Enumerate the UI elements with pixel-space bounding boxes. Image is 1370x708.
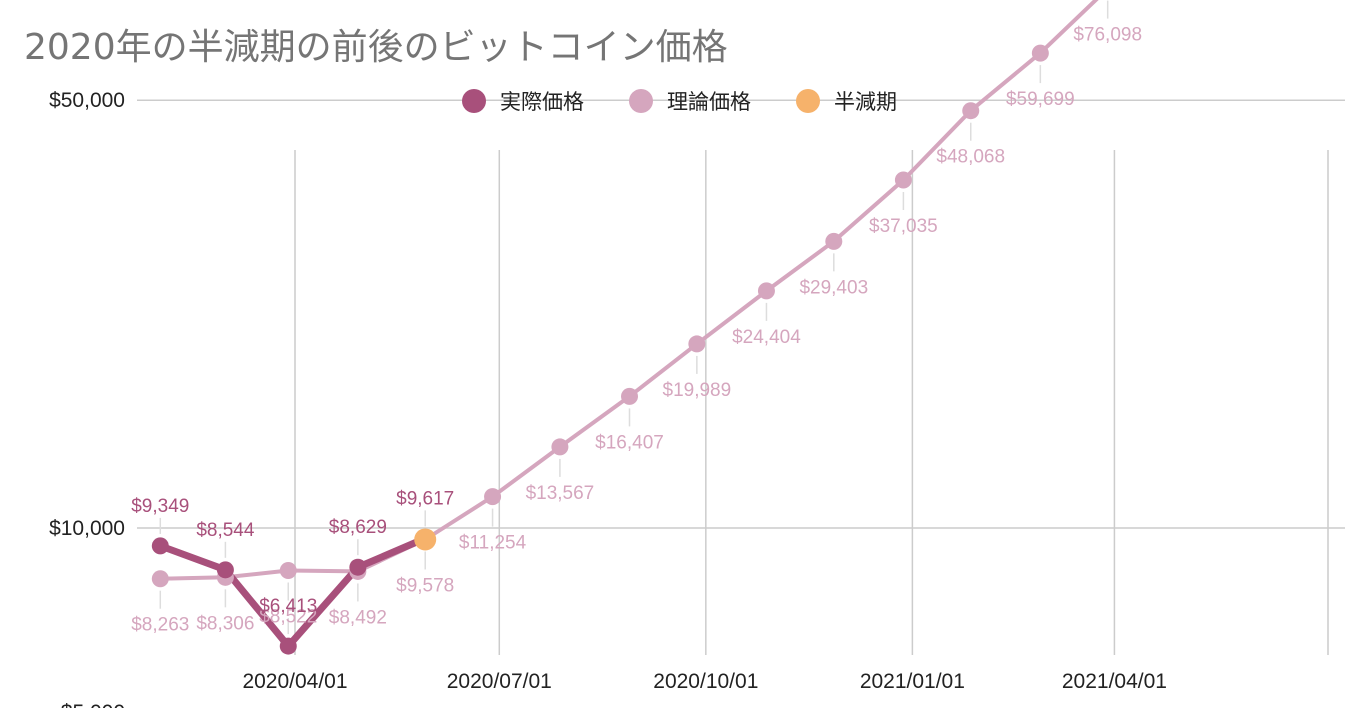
theory-price-point — [1031, 44, 1049, 62]
y-tick-label: $5,000 — [61, 701, 125, 708]
x-tick-label: 2020/10/01 — [653, 670, 758, 693]
theory-price-label: $13,567 — [526, 483, 595, 504]
theory-price-point — [621, 387, 639, 405]
theory-price-label: $24,404 — [732, 327, 801, 348]
legend-marker — [462, 89, 486, 113]
theory-price-label: $19,989 — [663, 380, 732, 401]
actual-price-label: $8,544 — [196, 520, 255, 541]
chart-title: 2020年の半減期の前後のビットコイン価格 — [24, 27, 728, 68]
data-labels: $8,263 $8,306 $8,522 $8,492 $9,578$11,254 $13… — [131, 25, 1142, 636]
theory-price-label: $59,699 — [1006, 89, 1075, 110]
actual-price-point — [216, 561, 234, 579]
theory-price-point — [484, 488, 502, 506]
actual-price-point — [151, 537, 169, 555]
theory-price-label: $37,035 — [869, 216, 938, 237]
legend: 実際価格 理論価格 半減期 — [462, 89, 897, 114]
y-tick-label: $50,000 — [49, 89, 125, 112]
theory-price-point — [279, 562, 297, 580]
legend-marker — [796, 89, 820, 113]
theory-price-point — [962, 102, 980, 120]
actual-price-point — [279, 637, 297, 655]
theory-price-label: $8,522 — [259, 607, 317, 628]
theory-price-label: $8,306 — [196, 613, 254, 634]
x-tick-label: 2020/04/01 — [242, 670, 347, 693]
legend-label: 半減期 — [834, 90, 897, 114]
actual-price-point — [349, 558, 367, 576]
x-tick-label: 2021/01/01 — [860, 670, 965, 693]
theory-price-label: $29,403 — [799, 277, 868, 298]
x-tick-label: 2020/07/01 — [447, 670, 552, 693]
theory-price-point — [757, 282, 775, 300]
halving-point — [414, 528, 437, 551]
y-tick-label: $10,000 — [49, 517, 125, 540]
theory-price-point — [151, 570, 169, 588]
theory-price-point — [825, 232, 843, 250]
legend-marker — [629, 89, 653, 113]
theory-price-point — [894, 171, 912, 189]
grid-lines — [137, 99, 1345, 655]
theory-price-label: $8,263 — [131, 615, 189, 636]
series-points — [151, 44, 1049, 655]
theory-price-label: $48,068 — [936, 147, 1005, 168]
theory-price-label: $8,492 — [329, 607, 387, 628]
actual-price-label: $8,629 — [329, 517, 387, 538]
theory-price-line — [158, 0, 1099, 581]
legend-label: 実際価格 — [500, 90, 584, 114]
theory-price-point — [688, 335, 706, 353]
actual-price-label: $6,413 — [259, 596, 317, 617]
legend-label: 理論価格 — [667, 90, 751, 114]
theory-price-label: $76,098 — [1073, 25, 1142, 46]
x-tick-label: 2021/04/01 — [1062, 670, 1167, 693]
axis-labels: $5,000$10,000$50,000$100,0002020/04/0120… — [49, 89, 1167, 708]
theory-price-label: $11,254 — [459, 533, 527, 554]
theory-price-point — [551, 438, 569, 456]
actual-price-label: $9,349 — [131, 496, 189, 517]
actual-price-label: $9,617 — [396, 488, 454, 509]
label-leaders — [159, 0, 1109, 635]
theory-price-label: $9,578 — [396, 575, 454, 596]
theory-price-label: $16,407 — [595, 432, 664, 453]
